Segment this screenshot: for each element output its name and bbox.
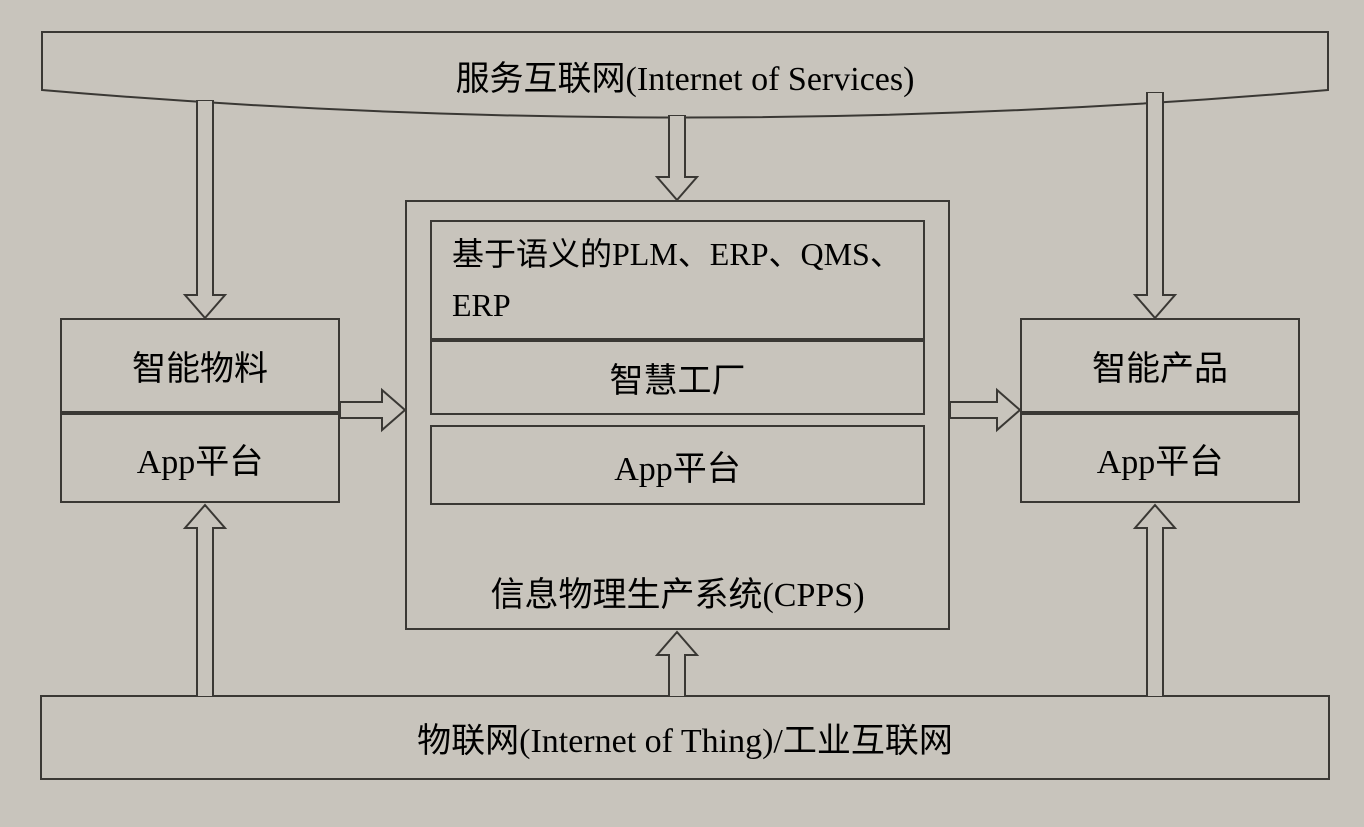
arrow-left-to-center <box>340 385 407 435</box>
bottom-band-iot: 物联网(Internet of Thing)/工业互联网 <box>40 695 1330 780</box>
left-module-title-box: 智能物料 <box>60 318 340 413</box>
bottom-band-label: 物联网(Internet of Thing)/工业互联网 <box>417 713 953 762</box>
left-module-title: 智能物料 <box>132 341 268 390</box>
left-module-platform: App平台 <box>137 434 264 483</box>
center-row1-label: 基于语义的PLM、ERP、QMS、ERP <box>452 229 903 331</box>
arrow-center-to-right <box>950 385 1022 435</box>
center-row-factory: 智慧工厂 <box>430 340 925 415</box>
arrow-bottom-to-center <box>652 630 702 697</box>
right-module-title: 智能产品 <box>1092 341 1228 390</box>
center-row-platform: App平台 <box>430 425 925 505</box>
center-row-plm: 基于语义的PLM、ERP、QMS、ERP <box>430 220 925 340</box>
arrow-bottom-to-left <box>180 503 230 697</box>
arrow-top-to-right <box>1130 92 1180 320</box>
center-row2-label: 智慧工厂 <box>610 353 746 402</box>
center-row3-label: App平台 <box>614 441 741 490</box>
center-cpps-label: 信息物理生产系统(CPPS) <box>490 567 864 616</box>
right-module-title-box: 智能产品 <box>1020 318 1300 413</box>
cpps-architecture-diagram: 服务互联网(Internet of Services) 物联网(Internet… <box>40 30 1330 800</box>
arrow-top-to-center <box>652 115 702 202</box>
right-module-platform: App平台 <box>1097 434 1224 483</box>
arrow-top-to-left <box>180 100 230 320</box>
top-band-label: 服务互联网(Internet of Services) <box>456 51 915 100</box>
left-module-platform-box: App平台 <box>60 413 340 503</box>
arrow-bottom-to-right <box>1130 503 1180 697</box>
right-module-platform-box: App平台 <box>1020 413 1300 503</box>
